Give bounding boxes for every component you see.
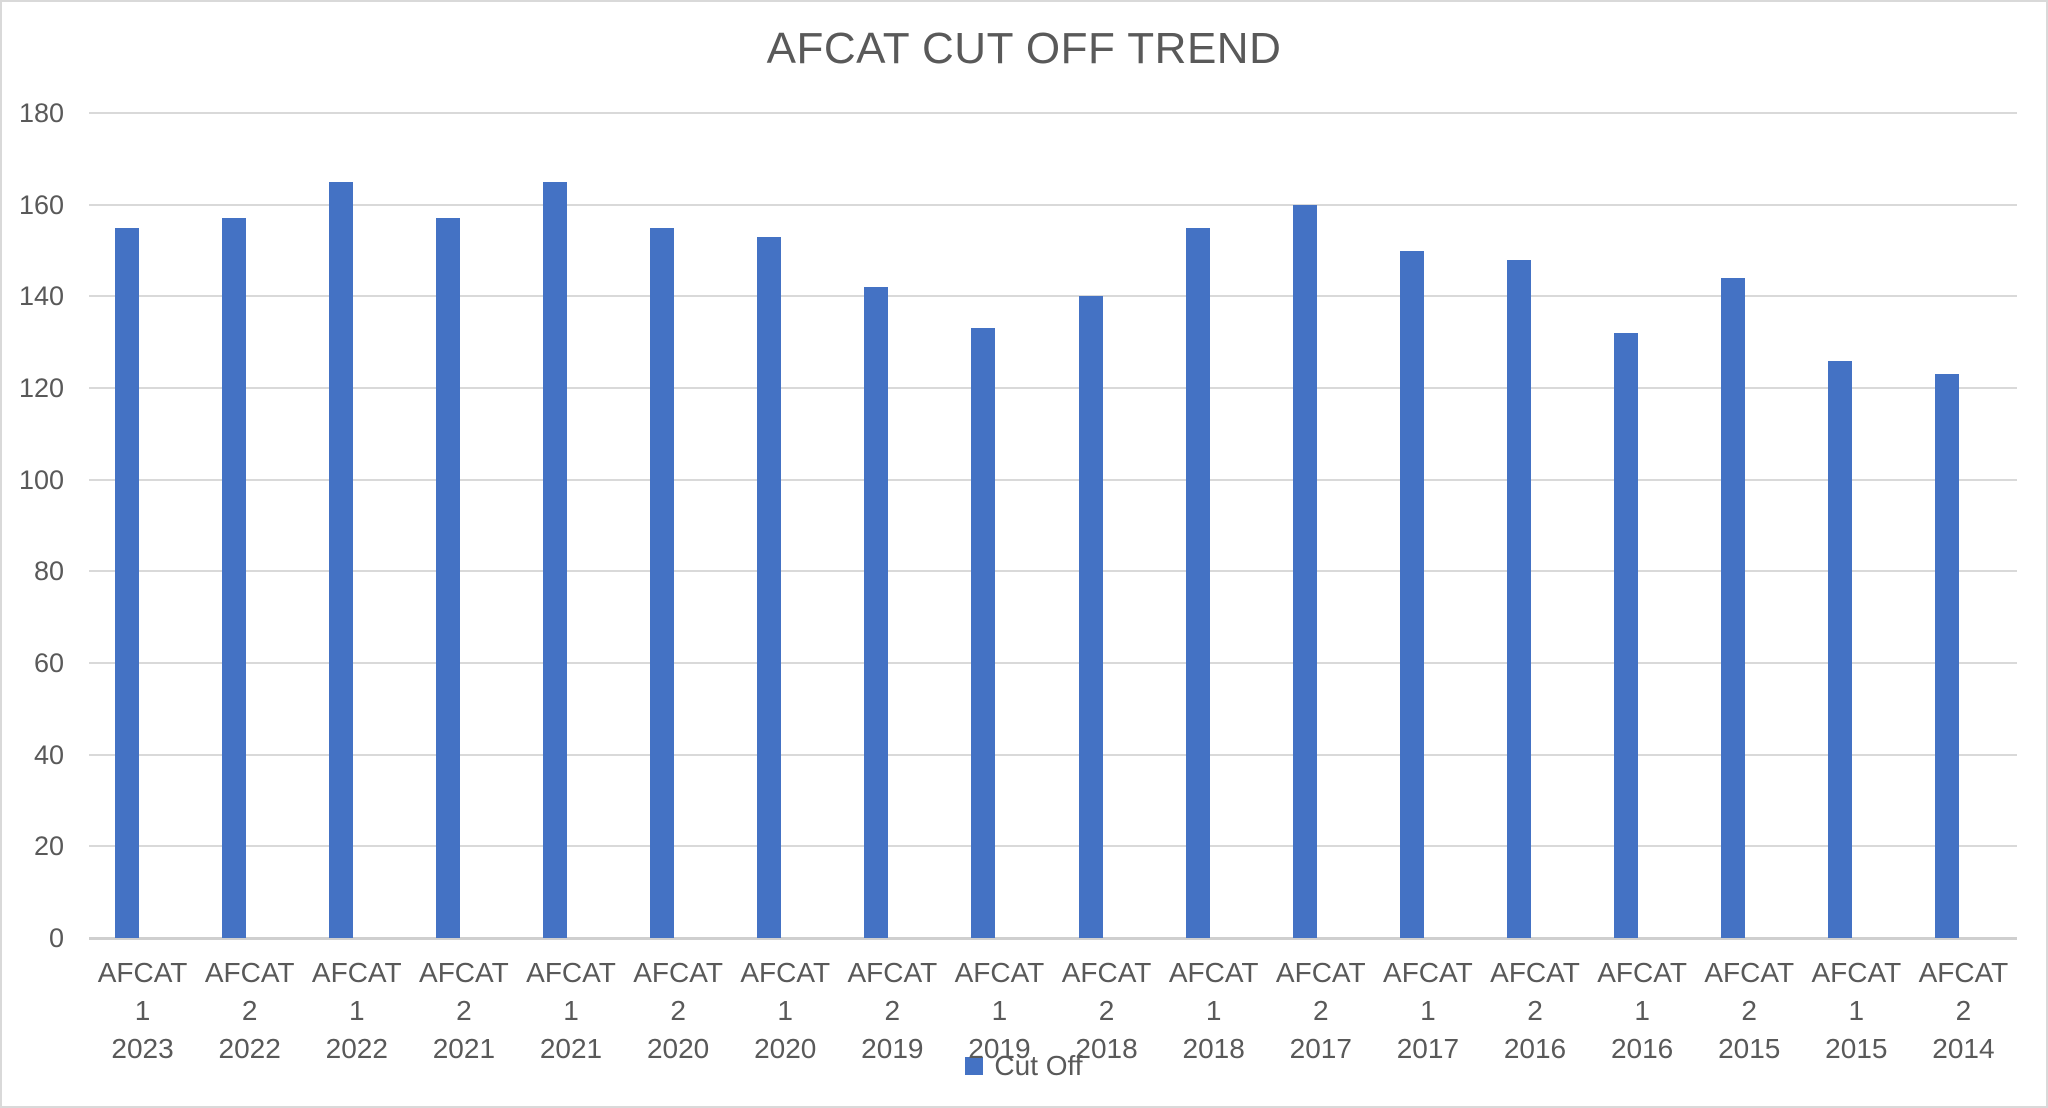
category-exam-label: AFCAT 1 — [1811, 957, 1902, 1026]
category-exam-label: AFCAT 2 — [1704, 957, 1795, 1026]
bar-afcat2-2019 — [864, 287, 889, 938]
x-axis-category-label: AFCAT 2 2014 — [1910, 954, 2017, 1068]
bar-afcat2-2021 — [435, 218, 460, 938]
category-exam-label: AFCAT 1 — [1168, 957, 1259, 1026]
y-axis-tick-label: 60 — [33, 648, 64, 678]
category-year-label: 2015 — [1825, 1033, 1888, 1064]
category-exam-label: AFCAT 1 — [97, 957, 188, 1026]
x-axis-category-label: AFCAT 1 2017 — [1374, 954, 1481, 1068]
x-axis-category-label: AFCAT 1 2020 — [732, 954, 839, 1068]
category-year-label: 2017 — [1289, 1033, 1352, 1064]
gridline-60 — [89, 662, 2017, 664]
gridline-180 — [89, 112, 2017, 114]
category-year-label: 2022 — [218, 1033, 281, 1064]
bar-afcat1-2017 — [1399, 250, 1424, 938]
legend-label: Cut Off — [994, 1050, 1083, 1081]
gridline-20 — [89, 845, 2017, 848]
bar-afcat2-2018 — [1078, 296, 1103, 938]
category-year-label: 2019 — [968, 1033, 1031, 1064]
gridline-120 — [89, 387, 2017, 389]
bar-afcat1-2016 — [1614, 333, 1639, 938]
category-exam-label: AFCAT 1 — [526, 957, 616, 1026]
bar-afcat2-2017 — [1292, 204, 1317, 938]
category-year-label: 2018 — [1075, 1033, 1138, 1064]
category-year-label: 2014 — [1932, 1033, 1995, 1064]
category-year-label: 2016 — [1610, 1033, 1674, 1064]
x-axis-category-label: AFCAT 2 2019 — [839, 954, 946, 1068]
bar-afcat2-2014 — [1935, 374, 1960, 938]
x-axis-category-label: AFCAT 1 2022 — [303, 954, 410, 1068]
legend-swatch-icon — [965, 1057, 984, 1075]
y-axis-tick-label: 100 — [18, 464, 64, 495]
x-axis-category-label: AFCAT 1 2015 — [1803, 954, 1910, 1068]
category-exam-label: AFCAT 2 — [1490, 957, 1580, 1026]
bar-afcat2-2015 — [1721, 278, 1746, 938]
x-axis-category-label: AFCAT 2 2015 — [1696, 954, 1803, 1068]
category-exam-label: AFCAT 2 — [1061, 957, 1152, 1026]
y-axis-tick-label: 0 — [48, 923, 64, 953]
category-year-label: 2017 — [1396, 1033, 1460, 1064]
bar-afcat1-2020 — [757, 236, 782, 938]
x-axis-line — [89, 937, 2017, 940]
category-year-label: 2015 — [1718, 1033, 1781, 1064]
category-exam-label: AFCAT 1 — [954, 957, 1045, 1026]
x-axis-category-label: AFCAT 2 2016 — [1481, 954, 1588, 1068]
category-exam-label: AFCAT 2 — [1275, 957, 1366, 1026]
category-year-label: 2022 — [325, 1033, 388, 1064]
category-year-label: 2021 — [432, 1033, 496, 1064]
category-exam-label: AFCAT 1 — [740, 957, 831, 1026]
category-year-label: 2020 — [646, 1033, 710, 1064]
x-axis-category-label: AFCAT 1 2019 — [946, 954, 1053, 1068]
y-axis-tick-label: 80 — [33, 556, 64, 587]
x-axis-category-label: AFCAT 1 2018 — [1160, 954, 1267, 1068]
gridline-40 — [89, 753, 2017, 756]
category-year-label: 2016 — [1503, 1033, 1567, 1064]
bar-afcat2-2022 — [221, 218, 246, 938]
bar-afcat1-2019 — [971, 328, 996, 938]
x-axis-category-label: AFCAT 2 2020 — [625, 954, 732, 1068]
bar-afcat1-2023 — [114, 227, 139, 938]
category-exam-label: AFCAT 2 — [204, 957, 295, 1026]
gridline-140 — [89, 295, 2017, 298]
category-year-label: 2021 — [539, 1033, 603, 1064]
x-axis-category-label: AFCAT 1 2021 — [517, 954, 624, 1068]
x-axis-category-label: AFCAT 1 2023 — [89, 954, 196, 1068]
category-exam-label: AFCAT 2 — [419, 957, 509, 1026]
category-exam-label: AFCAT 2 — [1918, 957, 2009, 1026]
x-axis-category-label: AFCAT 2 2017 — [1267, 954, 1374, 1068]
chart-title: AFCAT CUT OFF TREND — [766, 24, 1282, 73]
category-year-label: 2019 — [861, 1033, 924, 1064]
y-axis-tick-label: 40 — [33, 739, 64, 770]
category-exam-label: AFCAT 2 — [633, 957, 723, 1026]
x-axis-category-label: AFCAT 2 2021 — [410, 954, 517, 1068]
gridline-80 — [89, 570, 2017, 573]
category-exam-label: AFCAT 1 — [1383, 957, 1473, 1026]
gridline-100 — [89, 478, 2017, 481]
bar-afcat1-2022 — [328, 181, 353, 938]
category-exam-label: AFCAT 2 — [847, 957, 938, 1026]
bar-afcat1-2015 — [1828, 360, 1853, 938]
bar-afcat2-2016 — [1507, 259, 1531, 938]
category-exam-label: AFCAT 1 — [1597, 957, 1687, 1026]
gridline-160 — [89, 203, 2017, 206]
bar-afcat1-2021 — [543, 181, 567, 938]
y-axis-tick-label: 140 — [18, 281, 64, 312]
category-year-label: 2020 — [754, 1033, 817, 1064]
y-axis-tick-label: 180 — [18, 98, 64, 128]
y-axis-tick-label: 20 — [33, 831, 64, 862]
legend: Cut Off — [2, 1050, 2046, 1082]
x-axis-category-label: AFCAT 2 2018 — [1053, 954, 1160, 1068]
x-axis-category-label: AFCAT 2 2022 — [196, 954, 303, 1068]
bar-afcat2-2020 — [650, 227, 675, 938]
category-year-label: 2018 — [1182, 1033, 1245, 1064]
y-axis-tick-label: 160 — [18, 189, 64, 220]
category-exam-label: AFCAT 1 — [311, 957, 402, 1026]
category-year-label: 2023 — [111, 1033, 174, 1064]
x-axis-category-label: AFCAT 1 2016 — [1589, 954, 1696, 1068]
y-axis-tick-label: 120 — [18, 373, 64, 403]
bar-afcat1-2018 — [1185, 227, 1210, 938]
